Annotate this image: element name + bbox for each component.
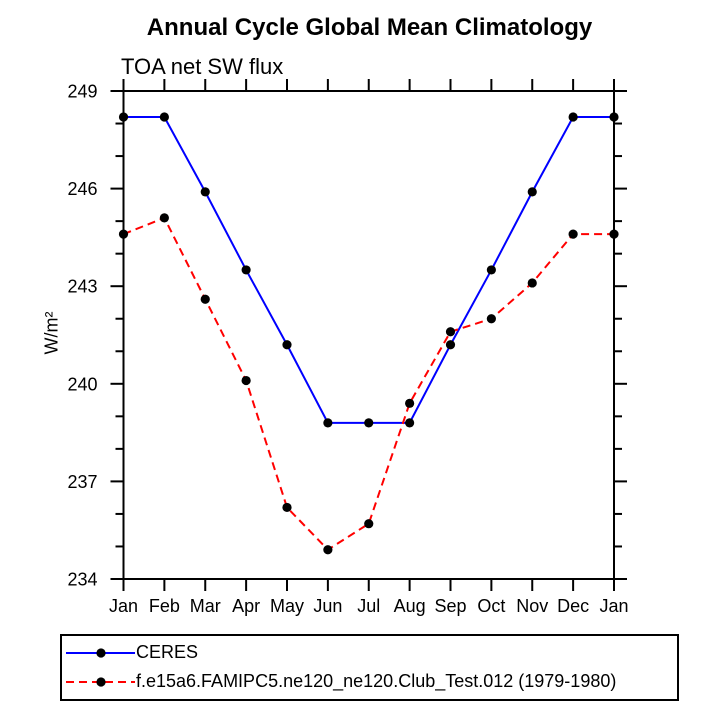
legend-marker-icon (96, 676, 106, 687)
data-point-marker (486, 265, 496, 275)
y-tick-label: 243 (67, 277, 97, 297)
legend-line-sample-solid (66, 647, 135, 658)
series-model (118, 213, 619, 555)
series-line (123, 116, 614, 424)
x-tick-label: Jul (357, 596, 380, 616)
data-point-marker (323, 418, 333, 428)
y-tick-label: 240 (67, 374, 97, 394)
data-point-marker (200, 187, 210, 197)
y-tick-label: 237 (67, 472, 97, 492)
x-tick-label: Mar (190, 596, 221, 616)
x-tick-label: Nov (516, 596, 548, 616)
series-line (123, 216, 614, 552)
series-ceres (118, 112, 619, 428)
data-point-marker (609, 112, 619, 122)
data-point-marker (527, 278, 537, 288)
data-point-marker (118, 229, 129, 239)
x-tick-label: May (270, 596, 304, 616)
legend-marker-icon (96, 647, 106, 658)
chart-subtitle: TOA net SW flux (121, 54, 284, 79)
x-tick-label: Jan (599, 596, 628, 616)
x-tick-label: Apr (232, 596, 260, 616)
x-tick-label: Feb (149, 596, 180, 616)
legend-box: CERES f.e15a6.FAMIPC5.ne120_ne120.Club_T… (60, 634, 679, 701)
data-point-marker (282, 502, 292, 513)
data-point-marker (445, 327, 456, 337)
data-point-marker (609, 229, 619, 239)
data-point-marker (159, 213, 169, 223)
data-point-marker (323, 545, 333, 555)
data-point-marker (282, 340, 292, 350)
y-tick-label: 249 (67, 82, 97, 102)
x-tick-label: Aug (394, 596, 426, 616)
data-point-marker (159, 112, 169, 122)
x-tick-label: Jun (313, 596, 342, 616)
y-tick-label: 246 (67, 179, 97, 199)
x-tick-label: Oct (477, 596, 505, 616)
chart-title: Annual Cycle Global Mean Climatology (146, 14, 593, 41)
legend-item-ceres: CERES (62, 638, 677, 667)
data-point-marker (568, 229, 578, 239)
legend-line-sample-dashed (66, 676, 135, 687)
x-tick-label: Jan (109, 596, 138, 616)
data-point-marker (405, 398, 415, 408)
legend-label-model: f.e15a6.FAMIPC5.ne120_ne120.Club_Test.01… (136, 671, 617, 691)
data-point-marker (527, 187, 537, 197)
legend-label-ceres: CERES (136, 642, 199, 662)
data-point-marker (568, 112, 578, 122)
data-point-marker (241, 375, 251, 386)
data-point-marker (364, 519, 374, 529)
data-point-marker (200, 294, 210, 304)
axes (110, 79, 627, 591)
y-tick-label: 234 (67, 570, 97, 590)
x-tick-labels: Jan Feb Mar Apr May Jun Jul Aug Sep Oct Nov Dec Jan (109, 596, 629, 616)
data-point-marker (118, 112, 129, 122)
x-tick-label: Dec (557, 596, 589, 616)
data-point-marker (486, 314, 496, 324)
legend-item-model: f.e15a6.FAMIPC5.ne120_ne120.Club_Test.01… (62, 667, 677, 696)
data-point-marker (364, 418, 374, 428)
data-point-marker (241, 265, 251, 275)
plot-border (122, 90, 615, 580)
y-tick-labels: 234 237 240 243 246 249 (67, 82, 97, 590)
data-point-marker (405, 418, 415, 428)
x-tick-label: Sep (434, 596, 466, 616)
data-point-marker (445, 340, 456, 350)
